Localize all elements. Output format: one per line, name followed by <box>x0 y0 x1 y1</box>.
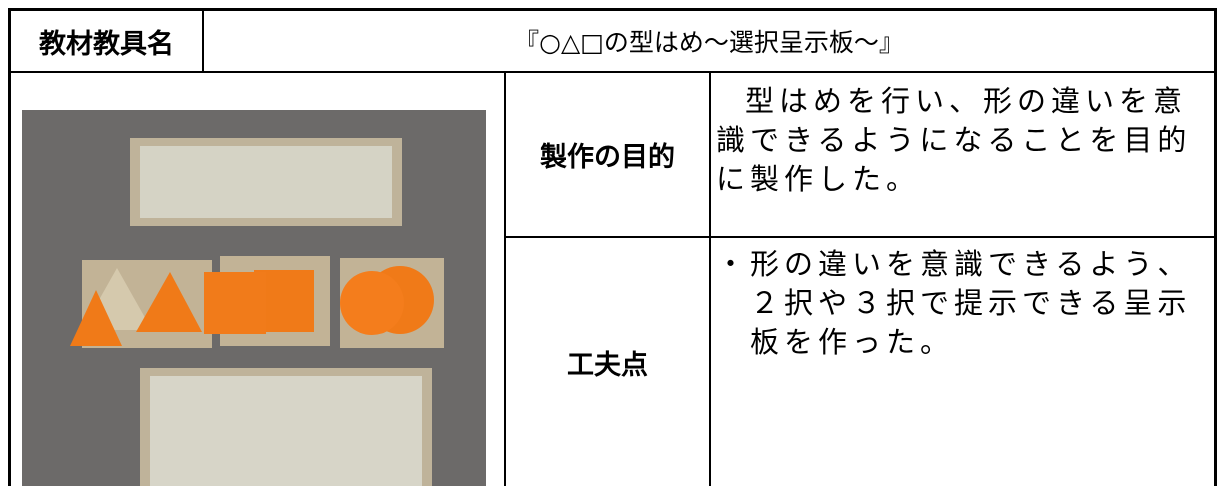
row-text: 型はめを行い、形の違いを意識できるようになることを目的に製作した。 <box>716 84 1192 196</box>
border <box>709 72 711 486</box>
photo <box>22 110 486 486</box>
row-text: ・形の違いを意識できるよう、２択や３択で提示できる呈示板を作った。 <box>716 247 1192 359</box>
row-label: 工夫点 <box>567 349 648 381</box>
border <box>8 71 1217 73</box>
border <box>504 72 506 486</box>
header-label: 教材教具名 <box>39 28 174 60</box>
border <box>1214 8 1217 486</box>
border <box>8 8 1217 11</box>
border <box>505 236 1217 238</box>
header-title: 『○△□の型はめ～選択呈示板～』 <box>514 28 904 57</box>
border <box>202 8 204 72</box>
row-label: 製作の目的 <box>540 142 675 173</box>
border <box>8 8 11 486</box>
